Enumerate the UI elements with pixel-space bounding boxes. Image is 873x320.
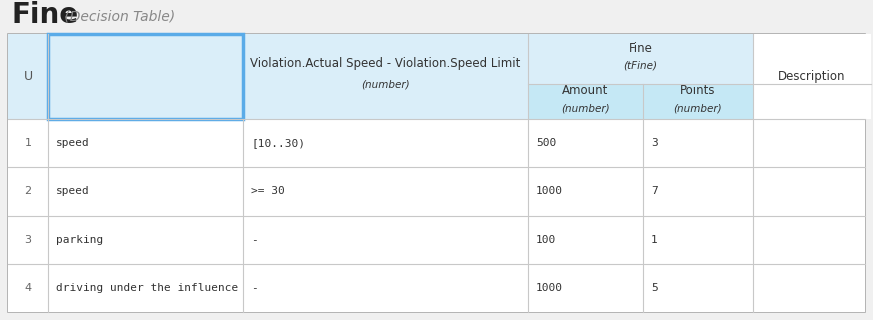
- Text: 2: 2: [24, 186, 31, 196]
- Text: speed: speed: [56, 138, 90, 148]
- Text: Violation.Type: Violation.Type: [104, 58, 187, 70]
- Text: 1: 1: [24, 138, 31, 148]
- Text: 1000: 1000: [536, 186, 563, 196]
- Text: Fine: Fine: [629, 42, 652, 55]
- Text: 3: 3: [24, 235, 31, 244]
- Text: Violation.Actual Speed - Violation.Speed Limit: Violation.Actual Speed - Violation.Speed…: [251, 58, 520, 70]
- Text: -: -: [251, 235, 258, 244]
- Text: U: U: [24, 70, 32, 83]
- Text: (tFine): (tFine): [623, 61, 657, 71]
- FancyBboxPatch shape: [753, 34, 871, 119]
- Text: 1: 1: [651, 235, 657, 244]
- Text: 4: 4: [24, 283, 31, 293]
- FancyBboxPatch shape: [243, 34, 528, 119]
- Text: (number): (number): [674, 103, 722, 114]
- FancyBboxPatch shape: [528, 84, 643, 119]
- Text: parking: parking: [56, 235, 103, 244]
- FancyBboxPatch shape: [528, 34, 753, 84]
- Text: 500: 500: [536, 138, 556, 148]
- Text: 1000: 1000: [536, 283, 563, 293]
- Text: (string): (string): [127, 79, 164, 90]
- FancyBboxPatch shape: [8, 119, 865, 167]
- FancyBboxPatch shape: [8, 215, 865, 264]
- Text: >= 30: >= 30: [251, 186, 285, 196]
- FancyBboxPatch shape: [643, 84, 753, 119]
- Text: (number): (number): [561, 103, 610, 114]
- FancyBboxPatch shape: [8, 167, 865, 215]
- Text: 3: 3: [651, 138, 657, 148]
- FancyBboxPatch shape: [48, 34, 243, 119]
- Text: Points: Points: [680, 84, 716, 98]
- Text: [10..30): [10..30): [251, 138, 305, 148]
- Text: (number): (number): [361, 79, 409, 90]
- Text: 100: 100: [536, 235, 556, 244]
- Text: Description: Description: [778, 70, 846, 83]
- Text: -: -: [251, 283, 258, 293]
- Text: 5: 5: [651, 283, 657, 293]
- FancyBboxPatch shape: [8, 34, 865, 312]
- Text: speed: speed: [56, 186, 90, 196]
- Text: Fine: Fine: [12, 1, 79, 29]
- Text: 7: 7: [651, 186, 657, 196]
- Text: (Decision Table): (Decision Table): [60, 9, 175, 23]
- Text: driving under the influence: driving under the influence: [56, 283, 238, 293]
- Text: Amount: Amount: [562, 84, 608, 98]
- FancyBboxPatch shape: [8, 264, 865, 312]
- FancyBboxPatch shape: [8, 34, 48, 119]
